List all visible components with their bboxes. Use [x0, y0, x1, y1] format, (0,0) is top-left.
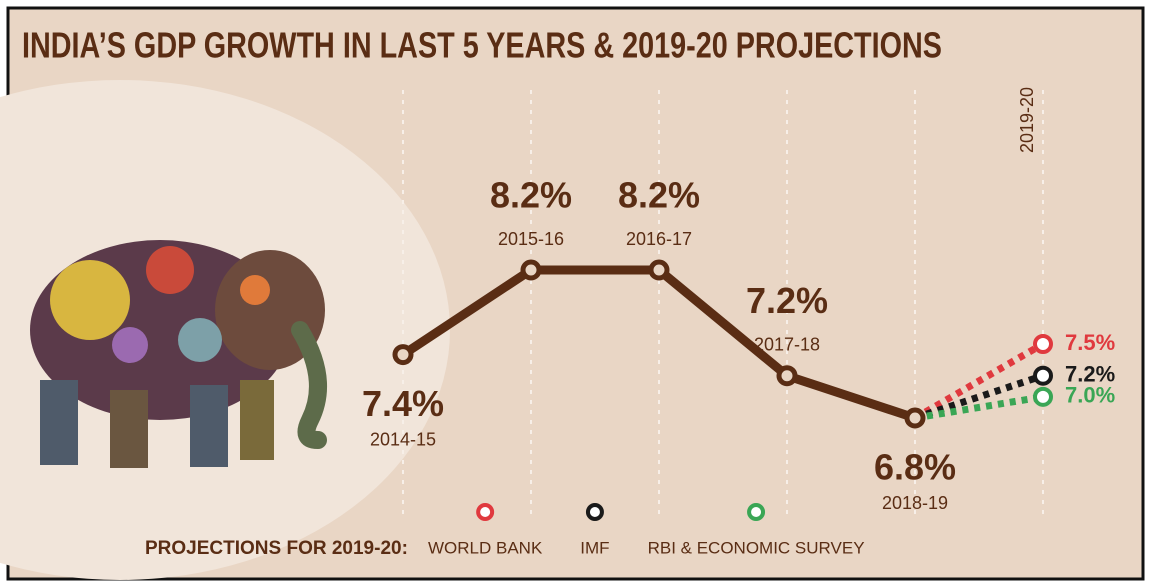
legend-marker: [585, 503, 604, 521]
data-point: [904, 407, 926, 429]
category-label: 2014-15: [370, 429, 436, 449]
value-label: 8.2%: [490, 175, 572, 216]
data-point: [648, 259, 670, 281]
value-label: 6.8%: [874, 447, 956, 488]
category-label: 2016-17: [626, 229, 692, 249]
category-label: 2018-19: [882, 493, 948, 513]
projection-label: 7.2%: [1065, 362, 1115, 387]
projection-connector: [914, 393, 1044, 422]
legend-label: IMF: [580, 538, 609, 557]
projection-point: [1033, 386, 1053, 407]
projection-point: [1033, 365, 1053, 386]
projection-connector: [913, 372, 1045, 422]
elephant-illustration: [30, 240, 327, 468]
chart-title: INDIA’S GDP GROWTH IN LAST 5 YEARS & 201…: [22, 25, 942, 66]
category-label: 2015-16: [498, 229, 564, 249]
legend-label: RBI & ECONOMIC SURVEY: [648, 538, 865, 557]
value-label: 7.2%: [746, 280, 828, 321]
category-label: 2017-18: [754, 334, 820, 354]
projection-connector: [913, 340, 1045, 422]
data-point: [392, 344, 414, 366]
data-point: [776, 365, 798, 387]
legend-title: PROJECTIONS FOR 2019-20:: [145, 538, 408, 559]
data-point: [520, 259, 542, 281]
legend-label: WORLD BANK: [428, 538, 543, 557]
projection-point: [1033, 334, 1053, 354]
value-label: 7.4%: [362, 383, 444, 424]
value-label: 8.2%: [618, 175, 700, 216]
projection-label: 7.5%: [1065, 330, 1115, 355]
legend-marker: [476, 503, 495, 521]
projection-label: 7.0%: [1065, 383, 1115, 408]
legend-marker: [747, 503, 766, 521]
category-label: 2019-20: [1017, 87, 1037, 153]
